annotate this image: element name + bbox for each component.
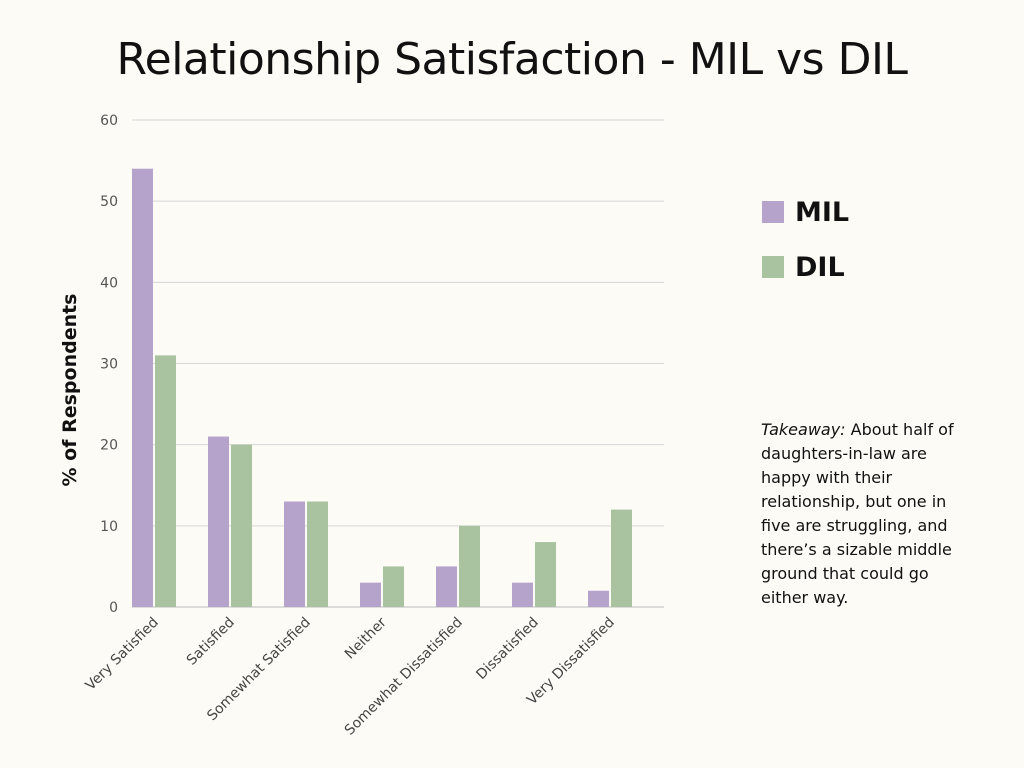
y-tick-label: 40	[100, 275, 118, 291]
takeaway-note: Takeaway: About half of daughters-in-law…	[761, 418, 961, 610]
bar-mil	[208, 436, 229, 607]
takeaway-text: About half of daughters-in-law are happy…	[761, 420, 954, 607]
y-tick-label: 30	[100, 357, 118, 373]
bar-dil	[611, 509, 632, 607]
bar-mil	[588, 590, 609, 607]
y-tick-label: 60	[100, 113, 118, 129]
x-tick-label: Neither	[342, 614, 390, 662]
bar-mil	[512, 582, 533, 607]
bar-dil	[155, 355, 176, 607]
bar-dil	[535, 542, 556, 607]
legend-label-mil: MIL	[795, 196, 850, 228]
legend-swatch-dil	[762, 256, 784, 278]
bar-dil	[231, 444, 252, 607]
legend-swatch-mil	[762, 201, 784, 223]
legend-label-dil: DIL	[795, 251, 845, 283]
y-tick-label: 10	[100, 519, 118, 535]
y-axis-label: % of Respondents	[59, 294, 81, 487]
takeaway-lead: Takeaway:	[761, 420, 846, 439]
y-tick-label: 0	[109, 600, 118, 616]
x-tick-label: Satisfied	[184, 615, 238, 669]
y-tick-label: 50	[100, 194, 118, 210]
legend: MIL DIL	[762, 195, 849, 305]
legend-item-dil: DIL	[762, 250, 849, 284]
bar-dil	[383, 566, 404, 607]
bar-mil	[436, 566, 457, 607]
y-tick-label: 20	[100, 438, 118, 454]
x-tick-label: Very Satisfied	[83, 615, 162, 694]
bar-dil	[459, 525, 480, 607]
bar-mil	[132, 168, 153, 607]
x-tick-label: Dissatisfied	[473, 615, 541, 683]
chart-title: Relationship Satisfaction - MIL vs DIL	[116, 34, 908, 85]
bar-dil	[307, 501, 328, 607]
bar-mil	[284, 501, 305, 607]
legend-item-mil: MIL	[762, 195, 849, 229]
bar-mil	[360, 582, 381, 607]
